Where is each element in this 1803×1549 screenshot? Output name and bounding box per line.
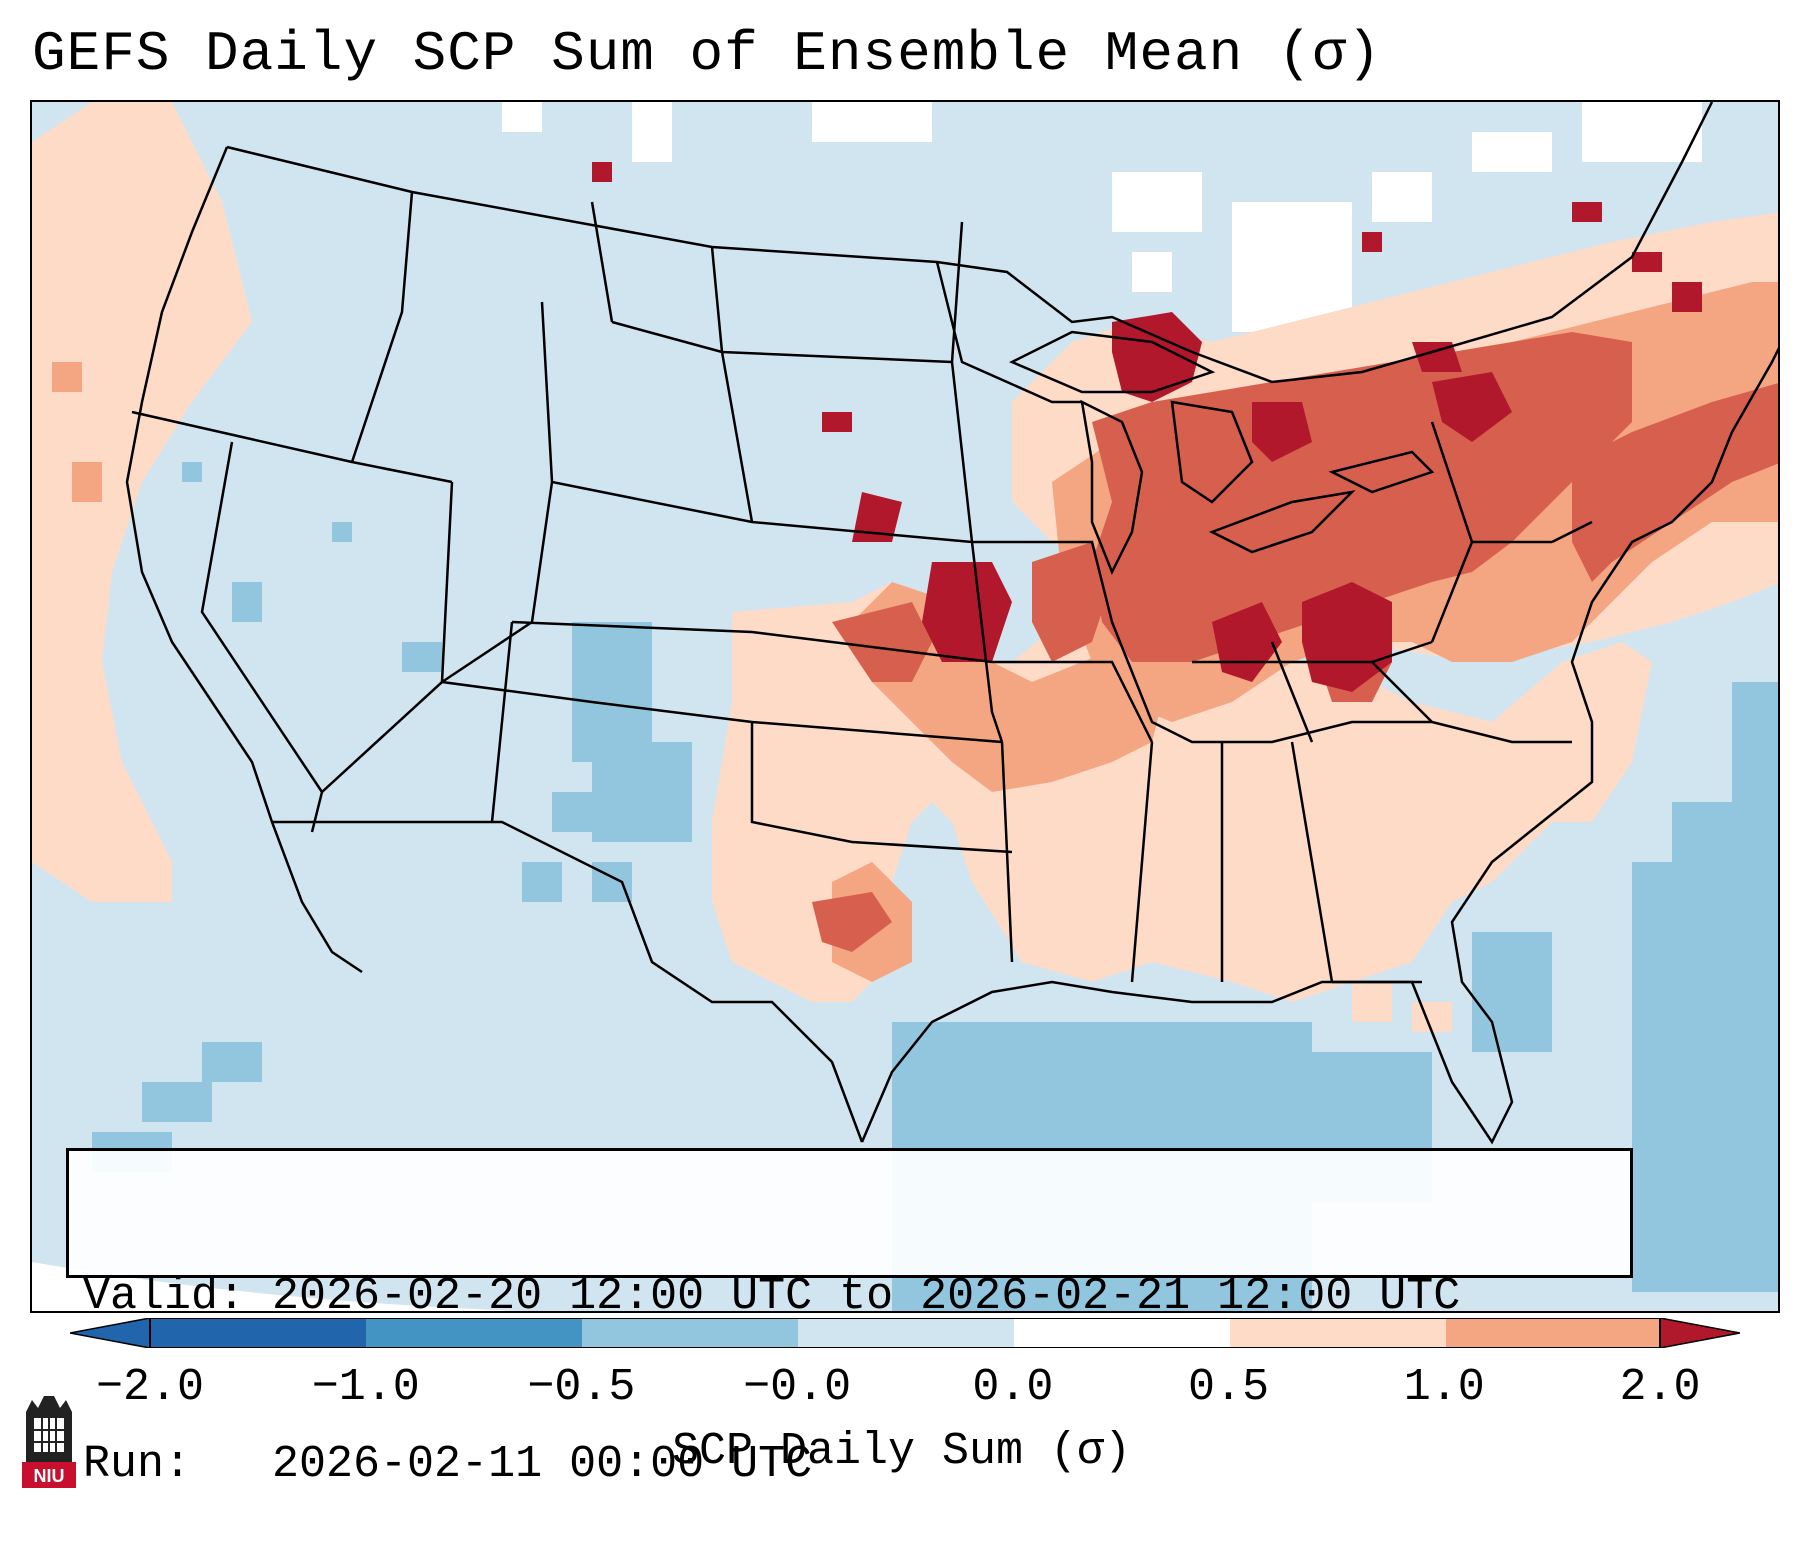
run-line: Run: 2026-02-11 00:00 UTC (83, 1439, 813, 1490)
map-svg (32, 102, 1778, 1311)
great-lakes-erie (1208, 490, 1356, 554)
colorbar-tick-4: 0.0 (972, 1362, 1054, 1413)
colorbar-outline (149, 1318, 1661, 1348)
colorbar-segment-1 (366, 1318, 582, 1348)
neutral-patches (502, 102, 1702, 332)
colorbar-extend-high (1659, 1318, 1740, 1348)
colorbar-tick-7: 2.0 (1619, 1362, 1701, 1413)
canada-border (226, 102, 1714, 384)
great-lakes-michigan (1080, 399, 1144, 576)
colorbar-segment-4 (1014, 1318, 1230, 1348)
colorbar-tick-6: 1.0 (1403, 1362, 1485, 1413)
colorbar-tick-5: 0.5 (1188, 1362, 1270, 1413)
valid-run-box: Valid: 2026-02-20 12:00 UTC to 2026-02-2… (66, 1148, 1633, 1490)
svg-text:NIU: NIU (34, 1466, 65, 1486)
boundaries (125, 102, 1778, 1145)
state-lines-west (131, 191, 1013, 854)
colorbar-label: SCP Daily Sum (σ) (671, 1426, 1132, 1477)
valid-line: Valid: 2026-02-20 12:00 UTC to 2026-02-2… (83, 1271, 1461, 1322)
colorbar-segment-5 (1230, 1318, 1446, 1348)
colorbar-segment-2 (582, 1318, 798, 1348)
colorbar-tick-0: −2.0 (95, 1362, 205, 1413)
positive-extreme-patches (592, 162, 1702, 692)
colorbar-tick-2: −0.5 (527, 1362, 636, 1413)
map-panel (30, 100, 1780, 1313)
gulf-coast (860, 347, 1778, 1145)
colorbar-tick-1: −1.0 (311, 1362, 420, 1413)
niu-logo: NIU (22, 1396, 76, 1488)
west-coast (125, 146, 363, 974)
mexico-border (272, 820, 864, 1143)
great-lakes-huron (1170, 400, 1254, 504)
colorbar (70, 1318, 1740, 1348)
colorbar-tick-3: −0.0 (743, 1362, 852, 1413)
colorbar-segment-0 (150, 1318, 366, 1348)
colorbar-segment-3 (798, 1318, 1014, 1348)
colorbar-extend-low (70, 1318, 151, 1348)
chart-title: GEFS Daily SCP Sum of Ensemble Mean (σ) (32, 22, 1382, 86)
colorbar-segment-6 (1446, 1318, 1660, 1348)
great-lakes-ontario (1328, 450, 1435, 494)
great-lakes-superior (1009, 330, 1216, 394)
map-corner-fade (32, 1262, 521, 1311)
state-lines-central (935, 221, 1593, 984)
